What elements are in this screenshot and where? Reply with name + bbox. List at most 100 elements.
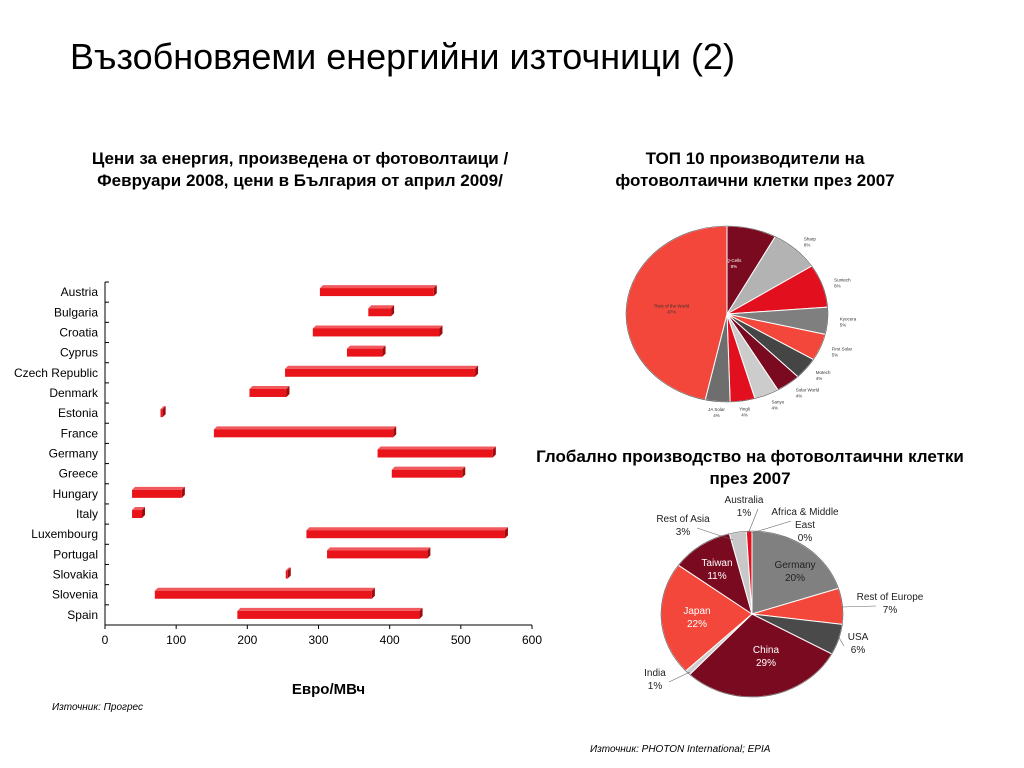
pie2-value-usa: 6% <box>851 645 866 656</box>
x-tick-label: 0 <box>102 633 109 647</box>
pie2-value-rest-of-asia: 3% <box>676 527 691 538</box>
source-note-left: Източник: Прогрес <box>52 702 143 713</box>
pie1-label-motech: Motech <box>816 370 831 375</box>
pie2-label-rest-of-europe: Rest of Europe <box>857 592 924 603</box>
pie2-value-india: 1% <box>648 681 663 692</box>
pie2-leader-usa <box>837 635 845 647</box>
pie1-label-kyocera: Kyocera <box>840 317 857 322</box>
pie1-label-q-cells: Q-Cells <box>726 258 742 263</box>
bar-side-face-spain <box>419 607 423 619</box>
x-tick-label: 600 <box>522 633 542 647</box>
pie1-value-suntech: 8% <box>834 283 841 288</box>
bar-france <box>213 429 394 438</box>
pie1-value-sanyo: 4% <box>772 406 779 411</box>
bar-side-face-portugal <box>427 547 431 559</box>
category-label-slovakia: Slovakia <box>53 568 99 582</box>
bar-hungary <box>132 489 182 498</box>
bar-side-face-denmark <box>286 385 290 397</box>
category-label-slovenia: Slovenia <box>52 588 98 602</box>
pie1-value-yingli: 4% <box>741 412 748 417</box>
bar-side-face-france <box>393 426 397 438</box>
bar-czech-republic <box>285 368 476 377</box>
pie2-leader-rest-of-europe <box>841 605 877 608</box>
category-label-france: France <box>61 426 99 440</box>
bar-side-face-germany <box>492 446 496 458</box>
bar-estonia <box>160 409 163 418</box>
pie1-value-ja-solar: 4% <box>713 413 720 418</box>
category-label-cyprus: Cyprus <box>60 346 98 360</box>
global-production-subtitle: Глобално производство на фотоволтаични к… <box>536 447 964 488</box>
pie2-leader-india <box>668 671 691 683</box>
bar-side-face-bulgaria <box>391 305 395 317</box>
pie1-label-ja-solar: JA Solar <box>708 407 725 412</box>
category-label-bulgaria: Bulgaria <box>54 305 98 319</box>
pie1-value-solar-world: 4% <box>796 393 803 398</box>
bar-greece <box>391 469 463 478</box>
pie-slice-rest-of-the-world <box>625 225 728 401</box>
pie1-value-motech: 4% <box>816 376 823 381</box>
bar-top-face-hungary <box>132 486 185 490</box>
bar-side-face-hungary <box>181 486 185 498</box>
pie2-label-usa: USA <box>848 632 869 643</box>
pie1-label-rest-of-the-world: Rest of the World <box>654 304 689 309</box>
x-axis-title: Евро/МВч <box>292 681 365 698</box>
pie1-value-sharp: 8% <box>804 243 811 248</box>
bar-top-face-croatia <box>312 325 443 329</box>
bar-side-face-croatia <box>439 325 443 337</box>
bar-spain <box>237 610 420 619</box>
bar-slovakia <box>285 570 288 579</box>
category-label-greece: Greece <box>59 467 99 481</box>
pie1-label-yingli: Yingli <box>739 406 750 411</box>
category-label-italy: Italy <box>76 507 98 521</box>
bar-portugal <box>327 550 428 559</box>
pie1-value-rest-of-the-world: 47% <box>667 310 676 315</box>
x-tick-label: 200 <box>237 633 257 647</box>
pie2-label-rest-of-asia: Rest of Asia <box>656 514 710 525</box>
bar-italy <box>132 510 143 519</box>
bar-side-face-austria <box>433 285 437 297</box>
bar-top-face-slovakia <box>285 567 291 571</box>
pie1-value-kyocera: 5% <box>840 323 847 328</box>
pie2-value-rest-of-europe: 7% <box>883 605 898 616</box>
pie2-value-africa-middle-east: 0% <box>798 533 813 544</box>
pie2-value-germany: 20% <box>785 573 805 584</box>
bar-top-face-austria <box>319 285 437 289</box>
bar-side-face-greece <box>462 466 466 478</box>
bar-cyprus <box>346 348 383 357</box>
bar-top-face-denmark <box>249 385 290 389</box>
bar-top-face-portugal <box>327 547 431 551</box>
bar-side-face-cyprus <box>382 345 386 357</box>
bar-side-face-slovenia <box>371 587 375 599</box>
category-label-austria: Austria <box>61 285 99 299</box>
bar-top-face-slovenia <box>154 587 375 591</box>
x-tick-label: 100 <box>166 633 186 647</box>
category-label-estonia: Estonia <box>58 406 98 420</box>
bar-chart-subtitle: Цени за енергия, произведена от фотоволт… <box>91 149 509 190</box>
pie2-label-australia: Australia <box>725 495 764 506</box>
bar-denmark <box>249 388 287 397</box>
bar-top-face-france <box>213 426 397 430</box>
pie1-value-first-solar: 5% <box>832 352 839 357</box>
pie2-value-australia: 1% <box>737 508 752 519</box>
pie2-label-taiwan: Taiwan <box>701 558 732 569</box>
bar-top-face-luxembourg <box>306 527 508 531</box>
price-range-bar-chart: 0 100 200 300 400 500 600 Austria Bulgaria Croati… <box>14 281 542 698</box>
pie2-label-china: China <box>753 645 780 656</box>
bar-side-face-luxembourg <box>504 527 508 539</box>
bar-luxembourg <box>306 530 505 539</box>
pie2-leader-rest-of-asia <box>696 527 734 541</box>
bar-top-face-greece <box>391 466 466 470</box>
top-producers-pie-chart: Q-Cells8%Sharp8%Suntech8%Kyocera5%First … <box>625 225 857 418</box>
bar-austria <box>319 288 434 297</box>
page-title: Възобновяеми енергийни източници (2) <box>70 36 735 77</box>
x-tick-label: 400 <box>380 633 400 647</box>
pie1-label-sharp: Sharp <box>804 237 817 242</box>
pie-outline <box>660 530 844 698</box>
pie2-value-taiwan: 11% <box>707 571 726 582</box>
global-production-pie-chart: Germany 20% Rest of Europe 7% USA 6% China 29% I… <box>644 495 924 698</box>
pie2-label-line2: East <box>795 520 815 531</box>
pie2-label-line1: Africa & Middle <box>771 507 839 518</box>
pie1-label-sanyo: Sanyo <box>772 400 785 405</box>
category-label-spain: Spain <box>67 608 98 622</box>
